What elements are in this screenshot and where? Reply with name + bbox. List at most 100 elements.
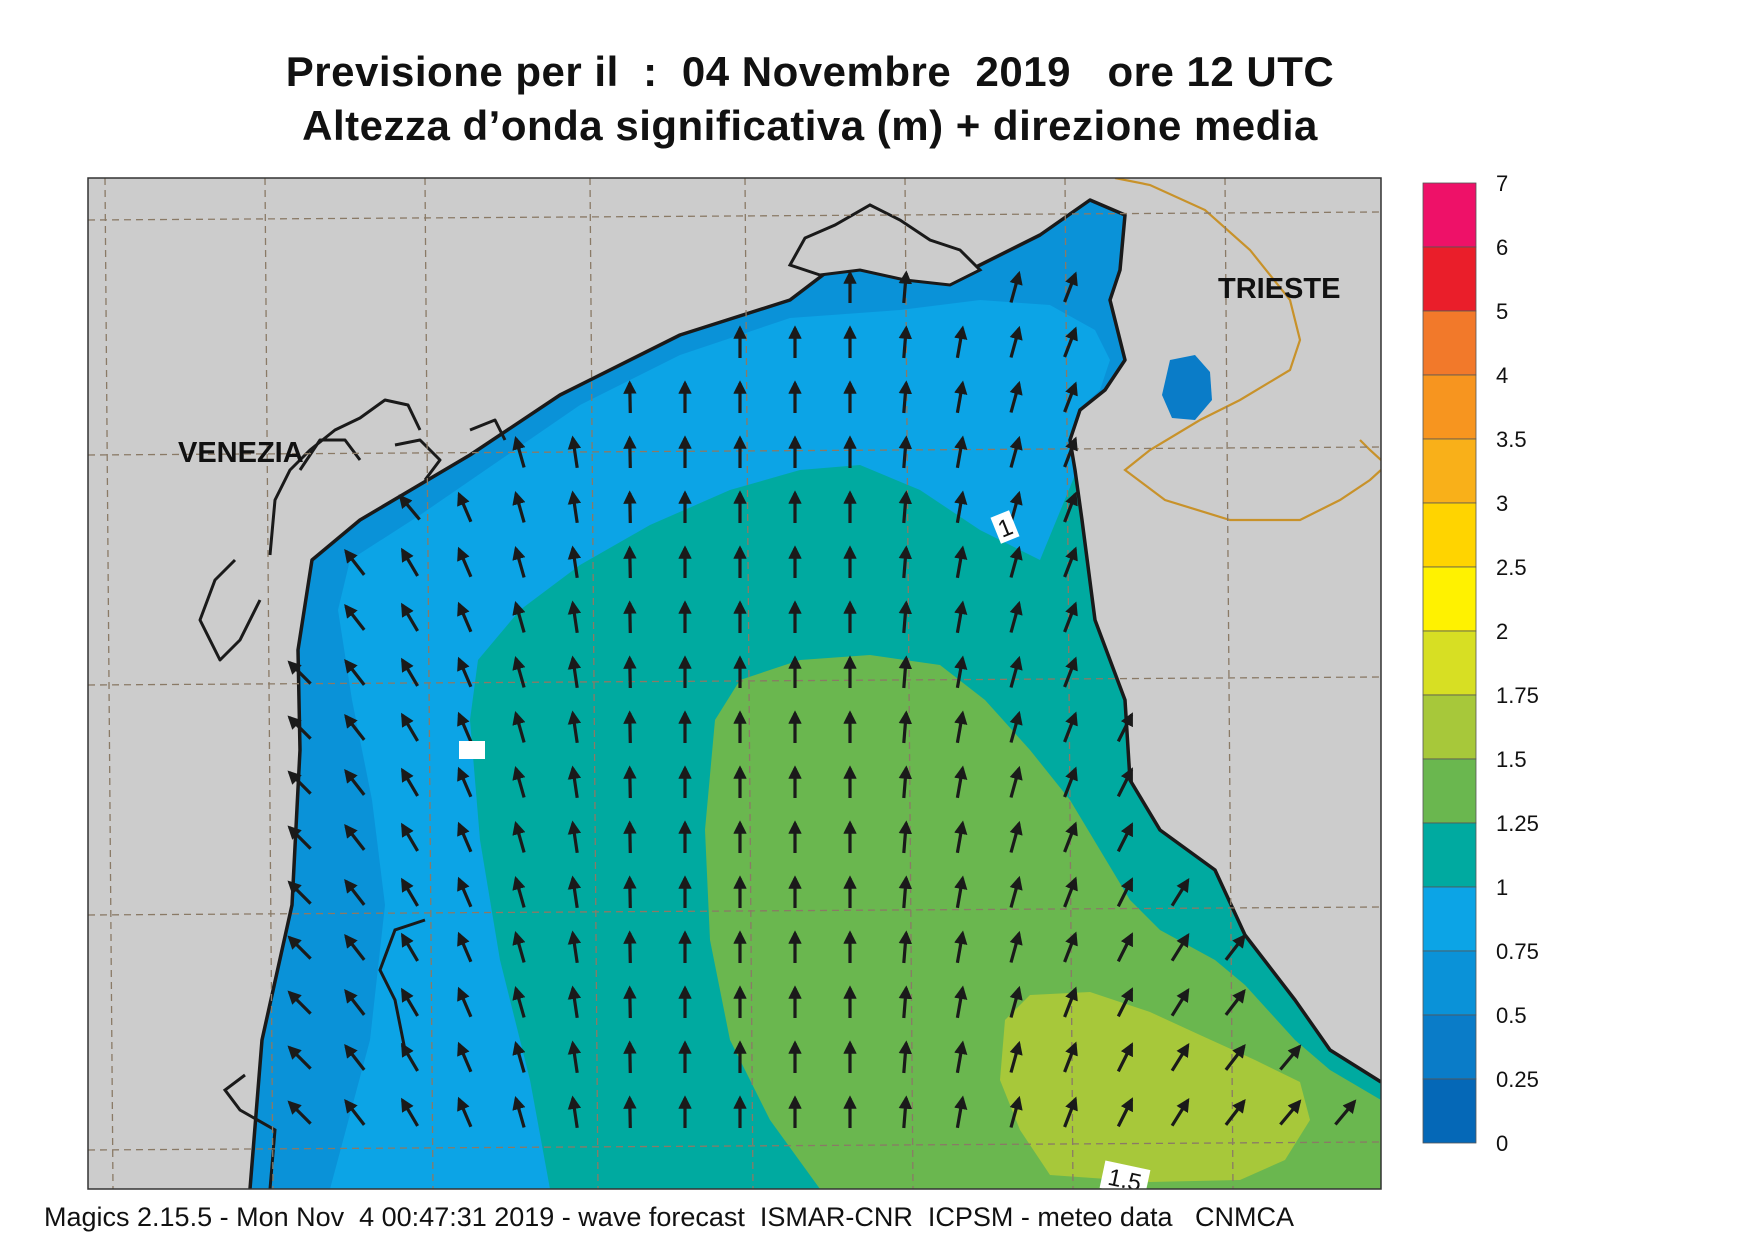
grado-island xyxy=(787,203,983,287)
direction-arrow xyxy=(1116,1042,1134,1073)
direction-arrow xyxy=(512,1096,526,1128)
direction-arrow xyxy=(1170,1043,1190,1072)
contour-label-1: 1 xyxy=(990,510,1020,544)
direction-arrow xyxy=(344,603,366,631)
direction-arrow xyxy=(954,1040,968,1074)
legend-tick-label: 3 xyxy=(1496,491,1508,516)
direction-arrow xyxy=(1009,875,1023,908)
lagoon-islands xyxy=(198,398,507,662)
direction-arrow xyxy=(1170,933,1190,962)
direction-arrow xyxy=(1063,986,1078,1018)
direction-arrow xyxy=(287,715,312,740)
direction-arrow xyxy=(457,1096,473,1128)
direction-arrow xyxy=(623,435,637,469)
direction-arrow xyxy=(457,1041,473,1073)
direction-arrow xyxy=(954,435,968,469)
direction-arrow xyxy=(512,876,526,908)
direction-arrow xyxy=(1009,490,1023,523)
direction-arrow xyxy=(401,1042,419,1072)
direction-arrow xyxy=(401,1097,419,1127)
direction-arrow xyxy=(457,986,473,1018)
direction-arrow xyxy=(344,548,366,576)
direction-arrow xyxy=(898,710,913,744)
direction-arrow xyxy=(1063,436,1078,468)
direction-arrow xyxy=(567,1040,582,1074)
direction-arrow xyxy=(401,547,419,577)
direction-arrow xyxy=(898,985,913,1019)
direction-arrow xyxy=(898,930,913,964)
direction-arrow xyxy=(898,325,913,359)
direction-arrow xyxy=(457,546,473,578)
map-frame xyxy=(87,177,1382,1190)
direction-arrow xyxy=(1116,877,1134,908)
national-border xyxy=(1114,178,1381,522)
direction-arrow xyxy=(623,490,637,524)
direction-arrow xyxy=(623,1040,637,1074)
direction-arrow xyxy=(287,1045,312,1070)
direction-arrow xyxy=(1063,1041,1078,1073)
legend-tick-label: 2 xyxy=(1496,619,1508,644)
legend-swatch xyxy=(1422,822,1477,888)
direction-arrow xyxy=(1063,381,1078,413)
direction-arrow xyxy=(623,875,637,909)
legend-tick-label: 0.75 xyxy=(1496,939,1539,964)
direction-arrow xyxy=(512,491,526,523)
direction-arrow xyxy=(512,436,526,468)
direction-arrow xyxy=(457,931,473,963)
direction-arrow xyxy=(898,1040,913,1074)
direction-arrow xyxy=(567,490,582,524)
direction-arrow xyxy=(1009,1040,1023,1073)
direction-arrow xyxy=(898,270,913,304)
direction-arrow xyxy=(287,660,312,685)
legend-tick-label: 1.5 xyxy=(1496,747,1527,772)
legend-swatch xyxy=(1422,1078,1477,1144)
direction-arrow xyxy=(401,712,419,742)
map-footer: Magics 2.15.5 - Mon Nov 4 00:47:31 2019 … xyxy=(44,1202,1294,1232)
direction-arrow xyxy=(401,657,419,687)
direction-arrow xyxy=(623,930,637,964)
legend-tick-label: 0.25 xyxy=(1496,1067,1539,1092)
direction-arrow xyxy=(898,490,913,524)
direction-arrow xyxy=(512,601,526,633)
direction-arrow xyxy=(1009,1095,1023,1128)
map-title: Previsione per il : 04 Novembre 2019 ore… xyxy=(285,48,1335,95)
direction-arrow xyxy=(954,380,968,414)
direction-arrow xyxy=(1279,1099,1302,1126)
direction-arrow xyxy=(344,823,366,851)
direction-arrow xyxy=(567,545,582,579)
grid-line-meridian xyxy=(1224,178,1234,1189)
direction-arrow xyxy=(1009,270,1023,303)
direction-arrow xyxy=(287,1100,312,1125)
direction-arrow xyxy=(1063,766,1078,798)
direction-arrow xyxy=(623,545,637,579)
legend-swatch xyxy=(1422,246,1477,312)
direction-arrow xyxy=(457,876,473,908)
direction-arrow xyxy=(954,545,968,579)
direction-arrow xyxy=(1224,933,1246,961)
direction-arrow xyxy=(954,325,968,359)
legend-tick-label: 2.5 xyxy=(1496,555,1527,580)
direction-arrow xyxy=(898,380,913,414)
direction-arrow xyxy=(898,1095,913,1129)
direction-arrow xyxy=(1009,655,1023,688)
direction-arrow xyxy=(344,768,366,796)
direction-arrow xyxy=(287,880,312,905)
direction-arrow xyxy=(1063,1096,1078,1128)
grid-line-meridian xyxy=(104,178,114,1189)
direction-arrow xyxy=(398,494,421,521)
direction-arrow xyxy=(954,985,968,1019)
direction-arrow xyxy=(567,435,582,469)
direction-arrow xyxy=(1009,820,1023,853)
direction-arrow xyxy=(954,875,968,909)
direction-arrow xyxy=(457,656,473,688)
legend-tick-label: 1.25 xyxy=(1496,811,1539,836)
legend-tick-label: 0 xyxy=(1496,1131,1508,1156)
direction-arrow xyxy=(1009,600,1023,633)
direction-arrow xyxy=(1116,712,1134,743)
legend-swatch xyxy=(1422,438,1477,504)
direction-arrow xyxy=(512,931,526,963)
direction-arrow xyxy=(954,820,968,854)
direction-arrow xyxy=(401,987,419,1017)
direction-arrow xyxy=(1224,1098,1246,1126)
direction-arrow xyxy=(567,820,582,854)
